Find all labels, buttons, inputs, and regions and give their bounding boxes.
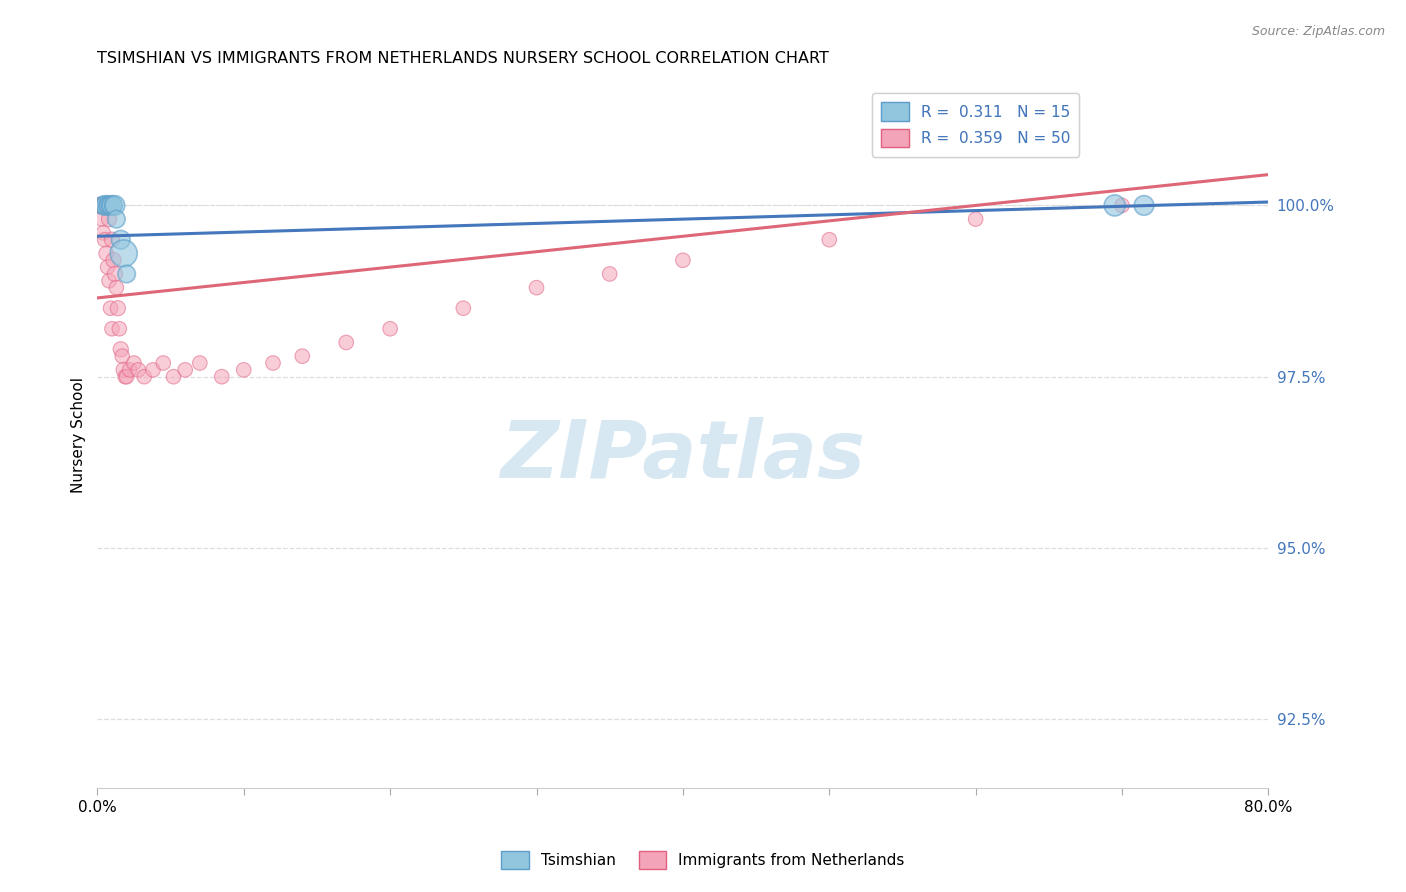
Legend: R =  0.311   N = 15, R =  0.359   N = 50: R = 0.311 N = 15, R = 0.359 N = 50 (872, 94, 1080, 156)
Point (672, 253, 695, 268)
Point (93, 233, 115, 247)
Point (97, 260, 120, 274)
Point (104, 267, 127, 281)
Point (188, 356, 211, 370)
Point (91, 198, 114, 212)
Point (100, 301, 122, 316)
Point (818, 233, 841, 247)
Point (112, 246, 135, 260)
Point (118, 363, 141, 377)
Point (108, 322, 131, 336)
Point (232, 363, 254, 377)
Y-axis label: Nursery School: Nursery School (72, 377, 86, 493)
Point (94, 246, 117, 260)
Text: Source: ZipAtlas.com: Source: ZipAtlas.com (1251, 25, 1385, 38)
Point (1111, 198, 1133, 212)
Point (100, 198, 122, 212)
Point (112, 363, 135, 377)
Point (110, 233, 132, 247)
Point (107, 301, 129, 316)
Point (142, 363, 165, 377)
Point (93, 198, 115, 212)
Point (87, 198, 110, 212)
Point (134, 369, 156, 384)
Point (114, 369, 136, 384)
Point (104, 198, 127, 212)
Point (100, 198, 122, 212)
Point (115, 369, 138, 384)
Point (111, 349, 134, 363)
Point (90, 198, 112, 212)
Point (122, 356, 145, 370)
Point (101, 198, 124, 212)
Legend: Tsimshian, Immigrants from Netherlands: Tsimshian, Immigrants from Netherlands (495, 845, 911, 875)
Point (174, 363, 197, 377)
Text: ZIPatlas: ZIPatlas (501, 417, 865, 495)
Point (94, 198, 117, 212)
Point (162, 369, 184, 384)
Point (110, 343, 132, 357)
Point (378, 322, 401, 336)
Point (103, 198, 125, 212)
Point (94, 198, 117, 212)
Point (115, 267, 138, 281)
Point (1104, 198, 1126, 212)
Point (89, 198, 111, 212)
Point (101, 322, 124, 336)
Point (103, 253, 125, 268)
Point (965, 212, 987, 227)
Point (91, 198, 114, 212)
Point (127, 363, 149, 377)
Point (98, 212, 121, 227)
Point (526, 280, 548, 294)
Point (105, 280, 128, 294)
Point (335, 335, 357, 350)
Point (93, 198, 115, 212)
Point (98, 198, 121, 212)
Point (105, 212, 128, 227)
Text: TSIMSHIAN VS IMMIGRANTS FROM NETHERLANDS NURSERY SCHOOL CORRELATION CHART: TSIMSHIAN VS IMMIGRANTS FROM NETHERLANDS… (97, 51, 830, 66)
Point (98, 274, 121, 288)
Point (152, 356, 174, 370)
Point (101, 233, 124, 247)
Point (262, 356, 284, 370)
Point (453, 301, 475, 316)
Point (291, 349, 314, 363)
Point (97, 198, 120, 212)
Point (599, 267, 621, 281)
Point (90, 212, 112, 227)
Point (97, 198, 120, 212)
Point (1133, 198, 1156, 212)
Point (91, 226, 114, 240)
Point (211, 369, 233, 384)
